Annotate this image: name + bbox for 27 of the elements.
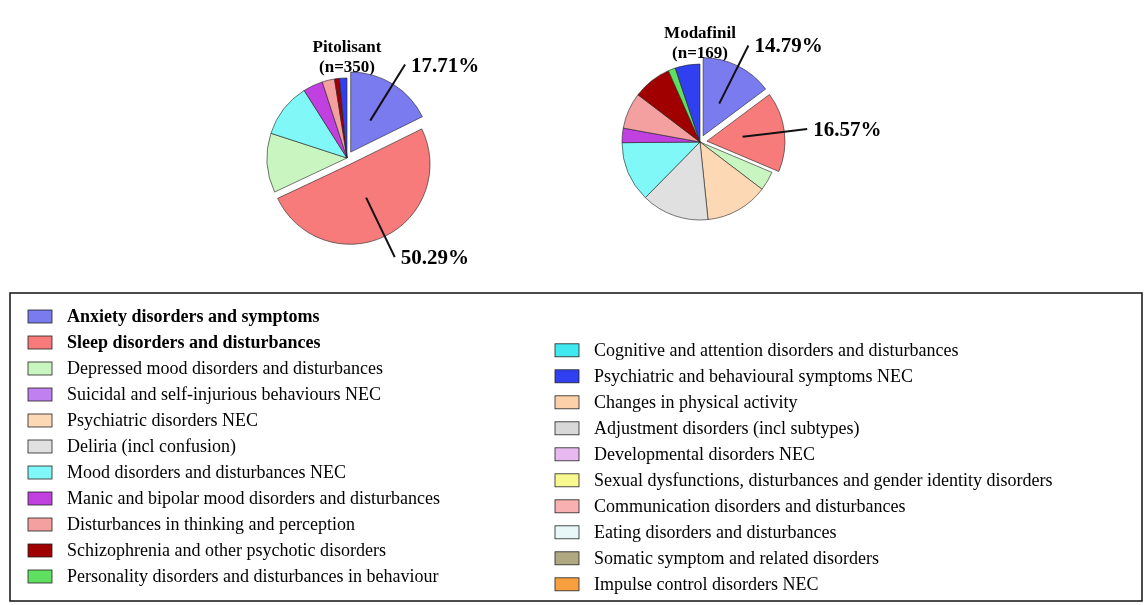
legend-label: Manic and bipolar mood disorders and disturbances (67, 488, 440, 508)
legend-label: Eating disorders and disturbances (594, 521, 837, 542)
legend-label: Developmental disorders NEC (594, 443, 815, 464)
data-label: 16.57% (813, 116, 882, 141)
legend-label: Suicidal and self-injurious behaviours NEC (67, 384, 381, 404)
legend-label: Sleep disorders and disturbances (67, 332, 321, 352)
legend-label: Changes in physical activity (594, 391, 798, 412)
legend-label: Sexual dysfunctions, disturbances and gender identity disorders (594, 469, 1053, 490)
data-label: 17.71% (411, 52, 480, 77)
legend-label: Adjustment disorders (incl subtypes) (594, 417, 860, 439)
legend-label: Psychiatric disorders NEC (67, 410, 258, 430)
legend-label: Psychiatric and behavioural symptoms NEC (594, 365, 913, 386)
legend-label: Anxiety disorders and symptoms (67, 306, 320, 326)
legend-label: Impulse control disorders NEC (594, 573, 819, 594)
legend-label: Mood disorders and disturbances NEC (67, 462, 346, 482)
slice-label: Modafinil (n=169) (664, 23, 737, 62)
legend-label: Depressed mood disorders and disturbances (67, 358, 383, 378)
data-label: 14.79% (754, 33, 823, 58)
data-label: 50.29% (400, 245, 469, 270)
legend-label: Disturbances in thinking and perception (67, 514, 355, 534)
legend-label: Somatic symptom and related disorders (594, 547, 879, 568)
legend-label: Communication disorders and disturbances (594, 495, 906, 516)
slice-label: Pitolisant (n=350) (312, 37, 382, 76)
legend-label: Cognitive and attention disorders and disturbances (594, 339, 959, 360)
legend-label: Schizophrenia and other psychotic disorders (67, 540, 386, 560)
legend-label: Personality disorders and disturbances in behaviour (67, 566, 439, 586)
legend-label: Deliria (incl confusion) (67, 436, 236, 457)
